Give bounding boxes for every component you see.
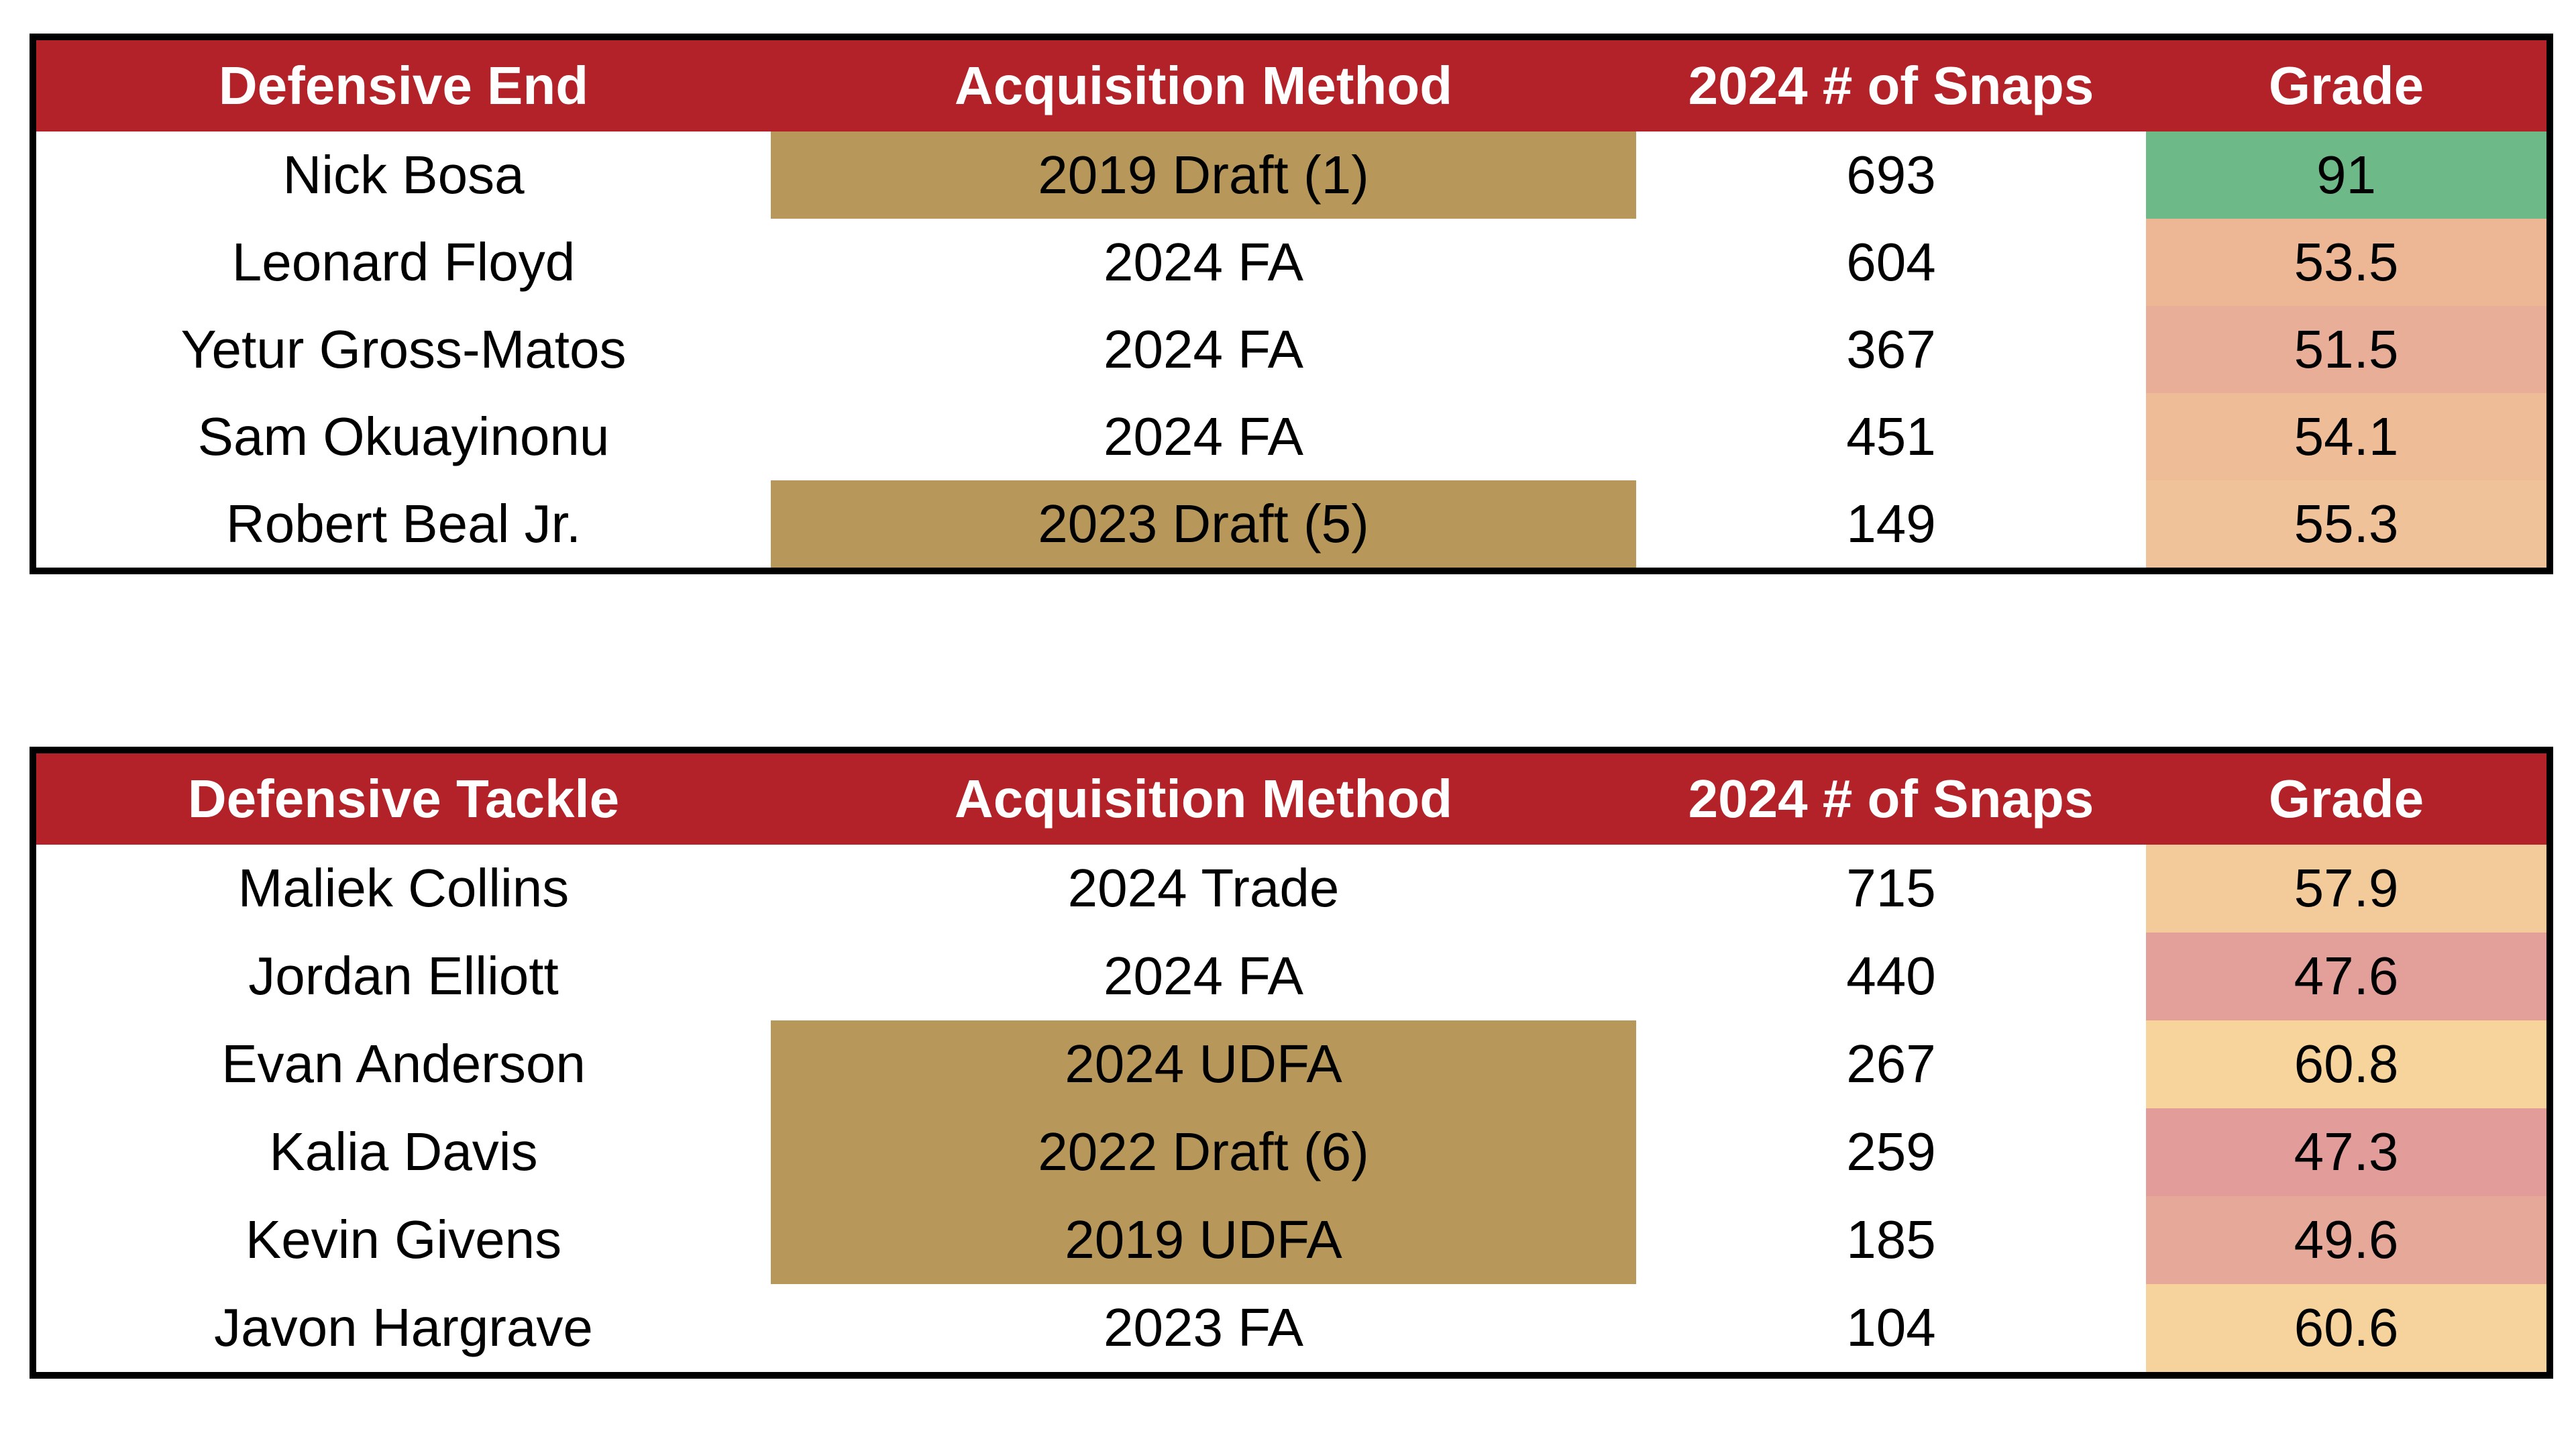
snap-count: 149 bbox=[1636, 480, 2146, 571]
snap-count: 715 bbox=[1636, 845, 2146, 933]
snap-count: 440 bbox=[1636, 932, 2146, 1020]
header-grade: Grade bbox=[2146, 37, 2550, 131]
player-name: Leonard Floyd bbox=[33, 218, 771, 306]
header-snaps: 2024 # of Snaps bbox=[1636, 37, 2146, 131]
grade-cell: 55.3 bbox=[2146, 480, 2550, 571]
grade-cell: 54.1 bbox=[2146, 392, 2550, 480]
table-row: Leonard Floyd 2024 FA 604 53.5 bbox=[33, 218, 2550, 306]
acquisition-method: 2024 UDFA bbox=[771, 1020, 1636, 1108]
acquisition-method: 2024 FA bbox=[771, 218, 1636, 306]
table-header-row: Defensive Tackle Acquisition Method 2024… bbox=[33, 750, 2550, 845]
acquisition-method: 2024 FA bbox=[771, 932, 1636, 1020]
table-row: Sam Okuayinonu 2024 FA 451 54.1 bbox=[33, 392, 2550, 480]
player-name: Jordan Elliott bbox=[33, 932, 771, 1020]
grade-cell: 57.9 bbox=[2146, 845, 2550, 933]
player-name: Yetur Gross-Matos bbox=[33, 305, 771, 393]
player-name: Nick Bosa bbox=[33, 131, 771, 219]
snap-count: 693 bbox=[1636, 131, 2146, 219]
table-row: Maliek Collins 2024 Trade 715 57.9 bbox=[33, 845, 2550, 933]
acquisition-method: 2024 FA bbox=[771, 392, 1636, 480]
table-row: Yetur Gross-Matos 2024 FA 367 51.5 bbox=[33, 305, 2550, 393]
table-header-row: Defensive End Acquisition Method 2024 # … bbox=[33, 37, 2550, 131]
acquisition-method: 2024 Trade bbox=[771, 845, 1636, 933]
header-grade: Grade bbox=[2146, 750, 2550, 845]
table-row: Javon Hargrave 2023 FA 104 60.6 bbox=[33, 1283, 2550, 1375]
grade-cell: 91 bbox=[2146, 131, 2550, 219]
player-name: Robert Beal Jr. bbox=[33, 480, 771, 571]
snap-count: 267 bbox=[1636, 1020, 2146, 1108]
table-row: Kalia Davis 2022 Draft (6) 259 47.3 bbox=[33, 1108, 2550, 1196]
acquisition-method: 2019 UDFA bbox=[771, 1196, 1636, 1284]
snap-count: 259 bbox=[1636, 1108, 2146, 1196]
acquisition-method: 2023 Draft (5) bbox=[771, 480, 1636, 571]
acquisition-method: 2022 Draft (6) bbox=[771, 1108, 1636, 1196]
grade-cell: 47.6 bbox=[2146, 932, 2550, 1020]
header-position: Defensive End bbox=[33, 37, 771, 131]
table-row: Kevin Givens 2019 UDFA 185 49.6 bbox=[33, 1196, 2550, 1284]
table-row: Evan Anderson 2024 UDFA 267 60.8 bbox=[33, 1020, 2550, 1108]
defensive-end-table: Defensive End Acquisition Method 2024 # … bbox=[30, 34, 2553, 574]
player-name: Maliek Collins bbox=[33, 845, 771, 933]
snap-count: 451 bbox=[1636, 392, 2146, 480]
acquisition-method: 2024 FA bbox=[771, 305, 1636, 393]
player-name: Sam Okuayinonu bbox=[33, 392, 771, 480]
player-name: Kalia Davis bbox=[33, 1108, 771, 1196]
acquisition-method: 2019 Draft (1) bbox=[771, 131, 1636, 219]
header-snaps: 2024 # of Snaps bbox=[1636, 750, 2146, 845]
snap-count: 604 bbox=[1636, 218, 2146, 306]
table-row: Nick Bosa 2019 Draft (1) 693 91 bbox=[33, 131, 2550, 219]
header-acquisition-method: Acquisition Method bbox=[771, 37, 1636, 131]
acquisition-method: 2023 FA bbox=[771, 1283, 1636, 1375]
grade-cell: 60.8 bbox=[2146, 1020, 2550, 1108]
snap-count: 104 bbox=[1636, 1283, 2146, 1375]
table-row: Robert Beal Jr. 2023 Draft (5) 149 55.3 bbox=[33, 480, 2550, 571]
snap-count: 367 bbox=[1636, 305, 2146, 393]
defensive-tackle-table: Defensive Tackle Acquisition Method 2024… bbox=[30, 747, 2553, 1379]
grade-cell: 47.3 bbox=[2146, 1108, 2550, 1196]
player-name: Javon Hargrave bbox=[33, 1283, 771, 1375]
grade-cell: 49.6 bbox=[2146, 1196, 2550, 1284]
grade-cell: 53.5 bbox=[2146, 218, 2550, 306]
grade-cell: 51.5 bbox=[2146, 305, 2550, 393]
player-name: Kevin Givens bbox=[33, 1196, 771, 1284]
snap-count: 185 bbox=[1636, 1196, 2146, 1284]
grade-cell: 60.6 bbox=[2146, 1283, 2550, 1375]
table-row: Jordan Elliott 2024 FA 440 47.6 bbox=[33, 932, 2550, 1020]
header-acquisition-method: Acquisition Method bbox=[771, 750, 1636, 845]
header-position: Defensive Tackle bbox=[33, 750, 771, 845]
player-name: Evan Anderson bbox=[33, 1020, 771, 1108]
